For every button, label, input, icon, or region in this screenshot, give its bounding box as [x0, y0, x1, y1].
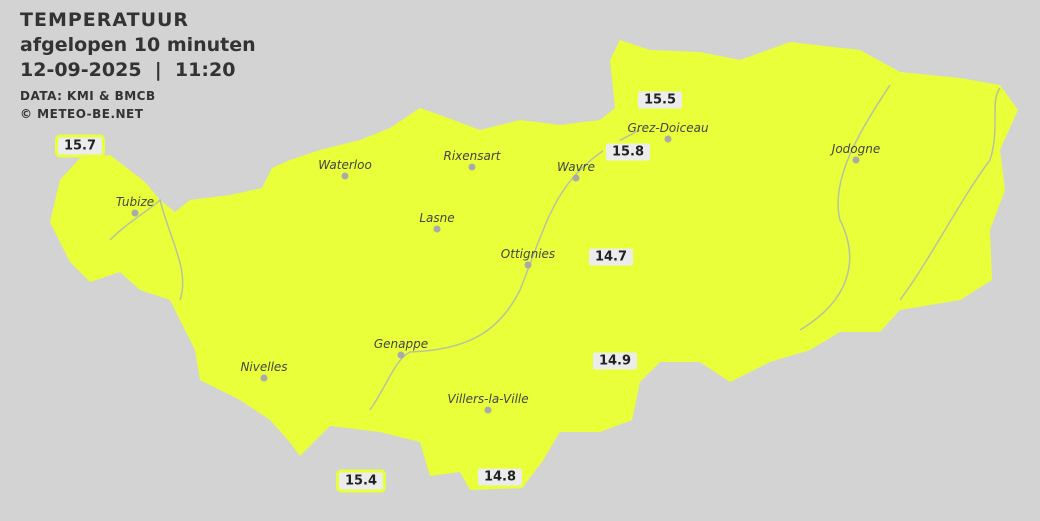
city-label: Waterloo	[318, 158, 372, 172]
temperature-badge[interactable]: 14.8	[474, 465, 526, 489]
river	[799, 84, 891, 331]
river	[899, 87, 1001, 301]
region-shape	[50, 40, 1018, 490]
city-label: Grez-Doiceau	[627, 121, 709, 135]
city-marker	[664, 135, 672, 143]
temperature-badge[interactable]: 15.8	[602, 140, 654, 164]
city-marker	[260, 374, 268, 382]
city-marker	[852, 156, 860, 164]
city-label: Jodogne	[831, 142, 881, 156]
city-label: Wavre	[557, 160, 595, 174]
city-label: Tubize	[115, 195, 155, 209]
city-marker	[572, 174, 580, 182]
city-label: Lasne	[419, 211, 455, 225]
map-header: TEMPERATUUR afgelopen 10 minuten 12-09-2…	[20, 8, 256, 123]
city-label: Villers-la-Ville	[447, 392, 529, 406]
map-subtitle: afgelopen 10 minuten	[20, 34, 256, 56]
city-marker	[397, 351, 405, 359]
river	[109, 198, 184, 301]
temperature-badge[interactable]: 15.5	[634, 88, 686, 112]
city-label: Rixensart	[443, 149, 501, 163]
copyright: © METEO-BE.NET	[20, 107, 144, 121]
data-source: DATA: KMI & BMCB	[20, 89, 156, 103]
temperature-badge[interactable]: 14.9	[589, 349, 641, 373]
map-title: TEMPERATUUR	[20, 9, 190, 31]
map-datetime: 12-09-2025 | 11:20	[20, 59, 236, 81]
city-marker	[484, 406, 492, 414]
city-marker	[524, 261, 532, 269]
city-label: Nivelles	[240, 360, 288, 374]
city-marker	[131, 209, 139, 217]
temperature-badge[interactable]: 14.7	[585, 245, 637, 269]
city-marker	[341, 172, 349, 180]
temperature-badge[interactable]: 15.4	[335, 469, 387, 493]
city-label: Genappe	[373, 337, 429, 351]
city-marker	[433, 225, 441, 233]
city-marker	[468, 163, 476, 171]
city-label: Ottignies	[500, 247, 556, 261]
temperature-badge[interactable]: 15.7	[54, 134, 106, 158]
